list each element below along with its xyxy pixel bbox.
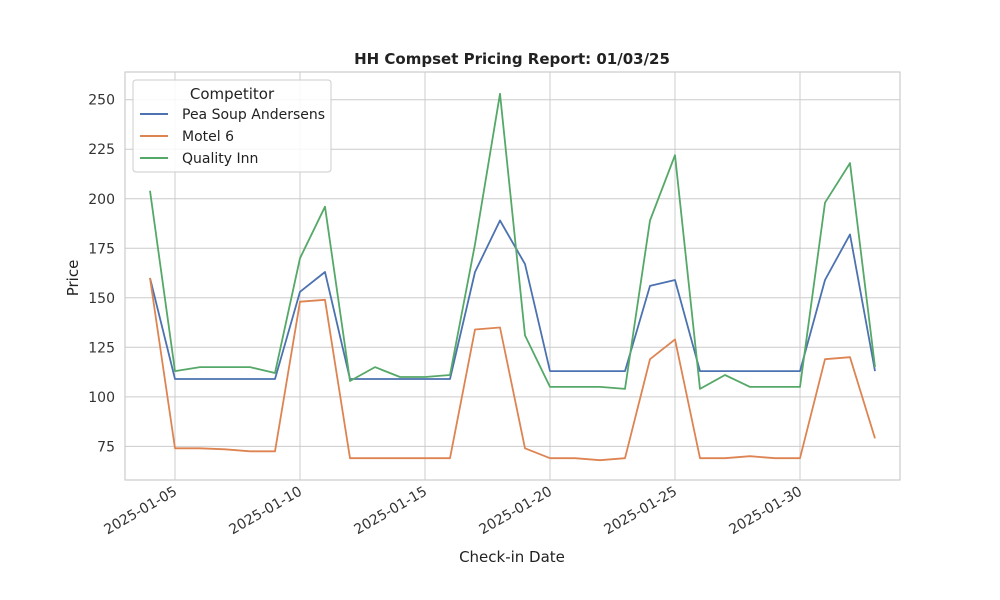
legend-box (132, 79, 332, 173)
chart-title: HH Compset Pricing Report: 01/03/25 (354, 50, 670, 68)
y-axis-label: Price (64, 260, 82, 297)
legend-label: Motel 6 (182, 129, 234, 145)
x-tick-label: 2025-01-30 (727, 484, 805, 539)
x-axis-label: Check-in Date (459, 548, 565, 566)
x-tick-label: 2025-01-05 (102, 484, 180, 539)
x-tick-label: 2025-01-15 (352, 484, 430, 539)
x-tick-label: 2025-01-10 (227, 484, 305, 539)
y-tick-label: 75 (97, 439, 115, 455)
y-tick-label: 250 (88, 93, 115, 109)
y-tick-label: 150 (88, 291, 115, 307)
y-tick-label: 125 (88, 340, 115, 356)
legend-label: Pea Soup Andersens (182, 107, 325, 123)
y-axis-ticks: 75 100 125 150 175 200 225 250 (88, 93, 115, 456)
x-tick-label: 2025-01-20 (477, 484, 555, 539)
legend-entries: Pea Soup Andersens Motel 6 Quality Inn (140, 107, 325, 167)
x-axis-ticks: 2025-01-05 2025-01-10 2025-01-15 2025-01-20… (102, 484, 805, 539)
plot-frame (124, 71, 901, 481)
series-line-motel-6 (149, 277, 876, 462)
legend-label: Quality Inn (182, 151, 258, 167)
legend: Competitor Pea Soup Andersens Motel 6 Qual… (132, 79, 332, 173)
legend-title: Competitor (190, 85, 275, 103)
series-line-quality-inn (149, 92, 876, 390)
y-tick-label: 100 (88, 390, 115, 406)
series-line-pea-soup-andersens (149, 219, 876, 380)
y-tick-label: 200 (88, 192, 115, 208)
x-tick-label: 2025-01-25 (602, 484, 680, 539)
y-tick-label: 225 (88, 142, 115, 158)
series-lines (149, 92, 876, 462)
y-tick-label: 175 (88, 241, 115, 257)
